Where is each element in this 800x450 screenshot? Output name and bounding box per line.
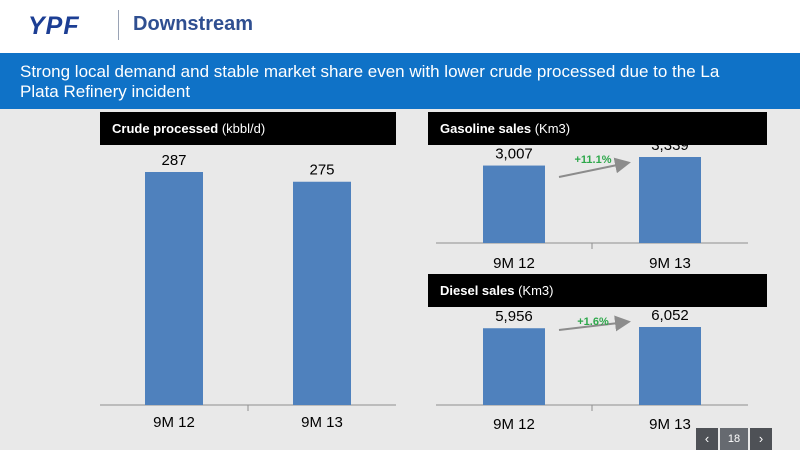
- gasoline-chart-title-text: Gasoline sales: [440, 121, 532, 136]
- crude-chart-unit: (kbbl/d): [221, 121, 266, 136]
- gasoline-category-label-2: 9M 13: [649, 255, 691, 272]
- header-divider: [118, 10, 119, 40]
- gasoline-value-label-2: 3,339: [651, 137, 689, 154]
- diesel-growth-arrow: [558, 315, 631, 332]
- crude-bar-1: [145, 172, 203, 405]
- diesel-growth-label: +1.6%: [577, 316, 609, 328]
- gasoline-bar-1: [483, 165, 545, 243]
- crude-chart-title: Crude processed (kbbl/d): [100, 112, 396, 145]
- gasoline-category-label-1: 9M 12: [493, 255, 535, 272]
- diesel-chart-unit: (Km3): [518, 283, 554, 298]
- crude-value-label-2: 275: [309, 162, 334, 179]
- gasoline-chart-unit: (Km3): [534, 121, 571, 136]
- ypf-logo: YPF: [28, 12, 80, 40]
- diesel-value-label-1: 5,956: [495, 308, 533, 325]
- slide-navigation: ‹ 18 ›: [696, 428, 772, 450]
- crude-value-label-1: 287: [161, 152, 186, 169]
- headline-banner: Strong local demand and stable market sh…: [0, 53, 800, 109]
- diesel-bar-1: [483, 328, 545, 405]
- gasoline-value-label-1: 3,007: [495, 146, 533, 163]
- section-title: Downstream: [133, 13, 254, 35]
- gasoline-bar-2: [639, 157, 701, 243]
- diesel-chart-title-text: Diesel sales: [440, 283, 515, 298]
- diesel-bar-2: [639, 327, 701, 405]
- page-number: 18: [720, 428, 748, 450]
- header: YPF Downstream: [0, 0, 800, 52]
- crude-category-label-1: 9M 12: [153, 414, 195, 431]
- chevron-right-icon[interactable]: ›: [750, 428, 772, 450]
- crude-chart-title-text: Crude processed: [112, 121, 219, 136]
- diesel-chart-title: Diesel sales (Km3): [428, 274, 767, 307]
- diesel-value-label-2: 6,052: [651, 307, 689, 324]
- headline-text: Strong local demand and stable market sh…: [20, 62, 720, 101]
- crude-category-label-2: 9M 13: [301, 414, 343, 431]
- chevron-left-icon[interactable]: ‹: [696, 428, 718, 450]
- gasoline-chart-title: Gasoline sales (Km3): [428, 112, 767, 145]
- diesel-category-label-2: 9M 13: [649, 416, 691, 433]
- gasoline-growth-label: +11.1%: [574, 154, 611, 166]
- diesel-category-label-1: 9M 12: [493, 416, 535, 433]
- crude-bar-2: [293, 181, 351, 405]
- gasoline-growth-arrow: [558, 157, 631, 178]
